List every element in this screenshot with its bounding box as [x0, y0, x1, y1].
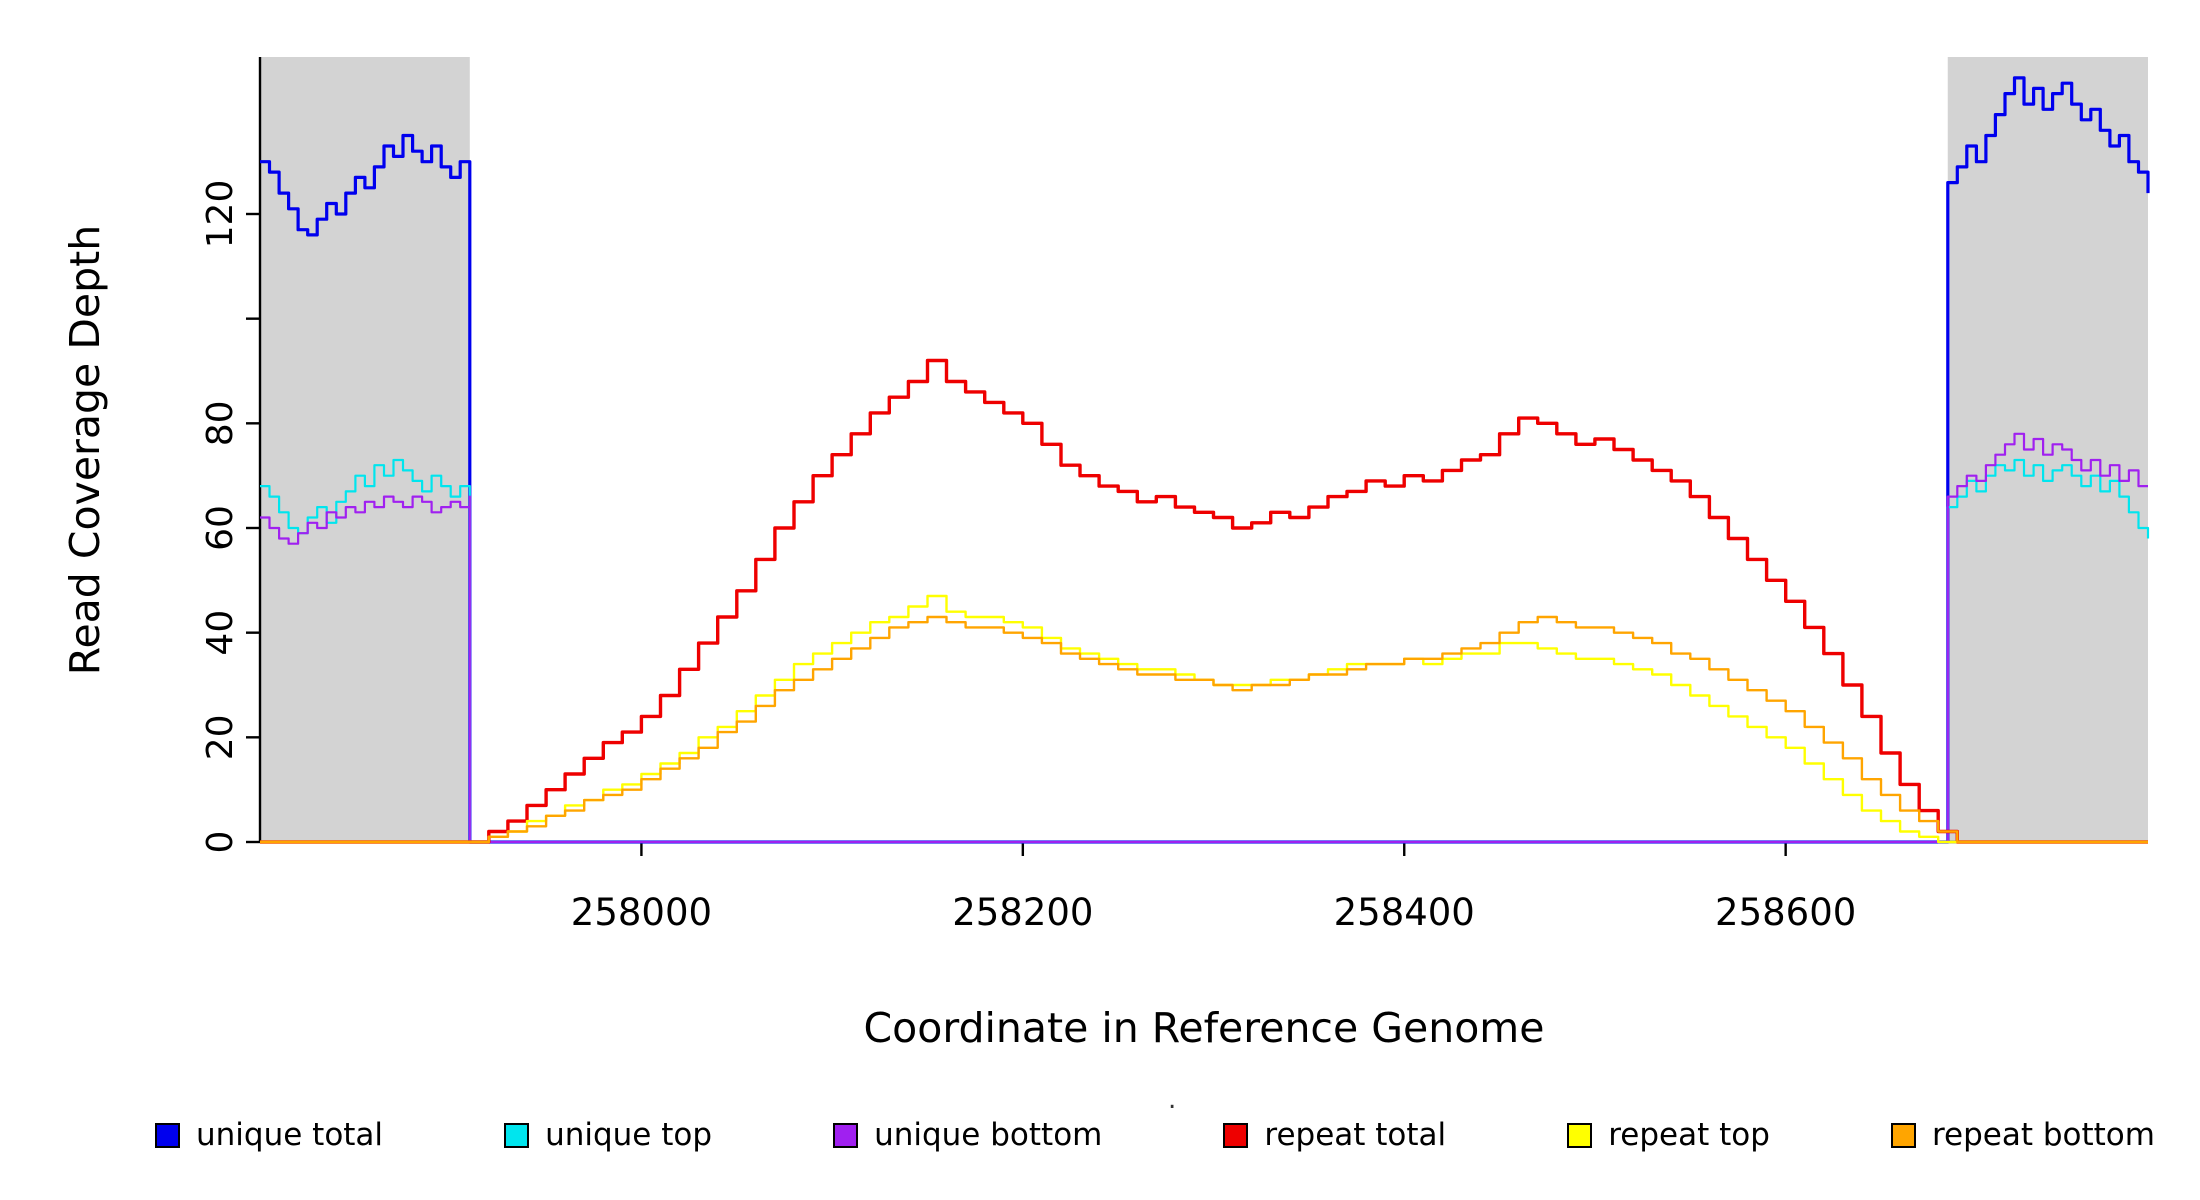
legend-item: repeat bottom: [1890, 1117, 2155, 1153]
series-unique-total: [260, 76, 2150, 844]
y-tick-label: 60: [200, 505, 241, 551]
legend-label: repeat bottom: [1931, 1117, 2155, 1153]
x-axis-title: Coordinate in Reference Genome: [863, 1004, 1545, 1052]
x-tick-label: 258400: [1334, 891, 1475, 934]
y-tick-label: 40: [200, 610, 241, 656]
series-unique-bottom: [260, 432, 2148, 844]
masked-region: [260, 57, 470, 842]
series-repeat-bottom: [260, 615, 2148, 844]
legend-label: unique total: [196, 1117, 384, 1153]
y-tick-label: 20: [200, 714, 241, 760]
x-tick-label: 258000: [571, 891, 712, 934]
legend-item: repeat top: [1567, 1117, 1770, 1153]
y-tick-label: 80: [200, 400, 241, 446]
legend-swatch: [1223, 1122, 1249, 1148]
series-repeat-top: [260, 594, 2148, 844]
x-tick-label: 258200: [952, 891, 1093, 934]
legend-swatch: [1567, 1122, 1593, 1148]
y-axis-title: Read Coverage Depth: [61, 224, 109, 676]
legend-swatch: [833, 1122, 859, 1148]
legend-label: repeat top: [1608, 1117, 1770, 1153]
legend-swatch: [155, 1122, 180, 1148]
legend-item: repeat total: [1223, 1117, 1446, 1153]
legend-swatch: [504, 1122, 530, 1148]
masked-region: [1947, 57, 2148, 842]
series-repeat-total: [260, 358, 2148, 844]
legend-label: unique top: [545, 1117, 713, 1153]
legend-item: unique total: [155, 1117, 383, 1153]
legend-swatch: [1890, 1122, 1916, 1148]
legend-item: unique top: [504, 1117, 712, 1153]
legend-item: unique bottom: [833, 1117, 1102, 1153]
stray-dot: .: [1168, 1085, 1177, 1115]
x-tick-label: 258600: [1715, 891, 1856, 934]
y-tick-label: 120: [200, 180, 241, 249]
legend-label: repeat total: [1264, 1117, 1447, 1153]
legend: unique total unique top unique bottom re…: [155, 1117, 2155, 1153]
legend-label: unique bottom: [874, 1117, 1103, 1153]
series-unique-top: [260, 458, 2150, 844]
y-tick-label: 0: [200, 831, 241, 854]
